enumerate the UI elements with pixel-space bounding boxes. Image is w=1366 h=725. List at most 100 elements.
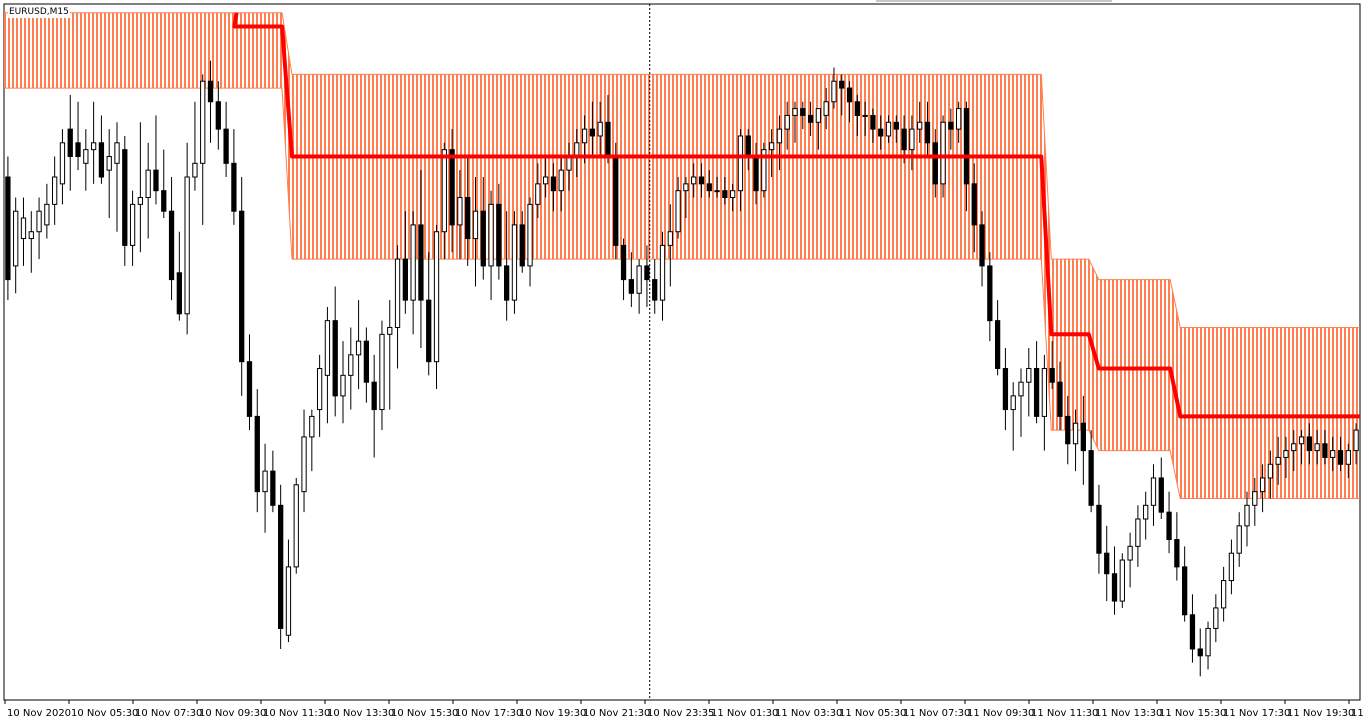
candle-body [449,149,455,226]
candle-body [574,142,580,157]
candle-body [114,142,120,164]
x-tick-label: 11 Nov 11:30 [1031,708,1098,719]
x-tick-label: 10 Nov 15:30 [391,708,458,719]
candle-body [519,224,525,267]
candle-body [83,149,89,164]
candle-body [1002,368,1009,411]
x-tick-label: 10 Nov 2020 [7,708,71,719]
candle-body [542,176,549,185]
candle-body [441,149,447,233]
x-tick-label: 11 Nov 01:30 [711,708,778,719]
candle-body [1291,443,1297,452]
candle-body [909,128,915,151]
candle-body [13,210,19,267]
candle-body [1330,450,1336,458]
candle-body [839,80,845,89]
candle-body [254,415,260,493]
candle-body [129,203,136,246]
candle-body [527,203,533,267]
x-tick-label: 10 Nov 05:30 [71,708,138,719]
candle-body [1127,545,1133,561]
candle-body [90,142,97,151]
candle-body [940,121,946,185]
candle-body [753,155,759,192]
candle-body [332,320,338,397]
candle-body [1166,511,1172,541]
candle-body [971,183,977,226]
candle-body [161,190,167,212]
x-tick-label: 10 Nov 23:35 [647,708,714,719]
candle-body [457,197,463,226]
candle-body [846,87,853,103]
top-tab-strip [876,0,1112,2]
candle-body [207,80,214,103]
candle-body [745,135,751,157]
candle-body [394,258,401,328]
candle-body [355,340,362,356]
candle-body [644,265,650,281]
candle-body [683,183,689,192]
candle-body [215,101,221,130]
x-tick-label: 11 N [1351,708,1366,719]
candle-body [59,142,66,185]
candle-body [652,279,658,301]
candle-body [192,162,198,178]
candle-body [714,190,720,193]
candle-body [184,176,190,315]
candle-body [1236,525,1242,554]
candle-body [67,128,73,157]
candle-body [402,258,408,301]
candle-body [1088,450,1094,506]
candle-body [831,80,837,103]
candle-body [137,197,144,205]
candle-body [379,333,385,411]
candle-body [262,470,268,493]
candle-body [1049,368,1055,383]
candle-body [1205,627,1211,657]
candle-body [1135,518,1141,547]
candle-body [5,176,11,281]
candle-body [581,128,588,144]
candle-body [784,114,790,130]
candle-body [1197,648,1203,657]
candle-body [893,121,899,130]
candle-body [1259,477,1266,493]
candle-body [200,80,206,164]
candle-body [1111,573,1118,602]
candle-body [1337,450,1344,465]
candle-body [1150,477,1157,506]
candle-body [231,162,237,212]
candle-body [815,108,822,123]
candle-body [1119,559,1125,602]
candle-body [270,470,276,506]
candle-body [223,128,229,164]
candle-body [605,121,611,157]
candle-body [1057,381,1063,417]
candle-body [176,272,182,315]
candle-body [1298,436,1305,445]
candle-body [1275,456,1281,465]
candle-body [994,320,1001,370]
candle-body [1174,539,1180,568]
candle-body [36,210,42,233]
candle-body [168,210,175,281]
candle-body [122,149,128,246]
indicator-band-lower [4,87,1360,499]
candle-body [75,142,81,157]
candle-body [932,142,938,185]
candle-body [776,128,783,144]
candle-body [1033,368,1040,417]
candle-body [316,368,323,411]
candle-body [285,566,292,636]
candle-body [480,210,486,267]
x-tick-label: 10 Nov 07:30 [135,708,202,719]
candle-body [20,217,27,240]
candle-body [246,361,253,417]
candle-body [597,121,603,137]
candle-body [98,142,105,178]
candle-body [963,108,970,185]
symbol-timeframe-label: EURUSD,M15 [8,7,70,18]
candle-body [1143,504,1149,520]
